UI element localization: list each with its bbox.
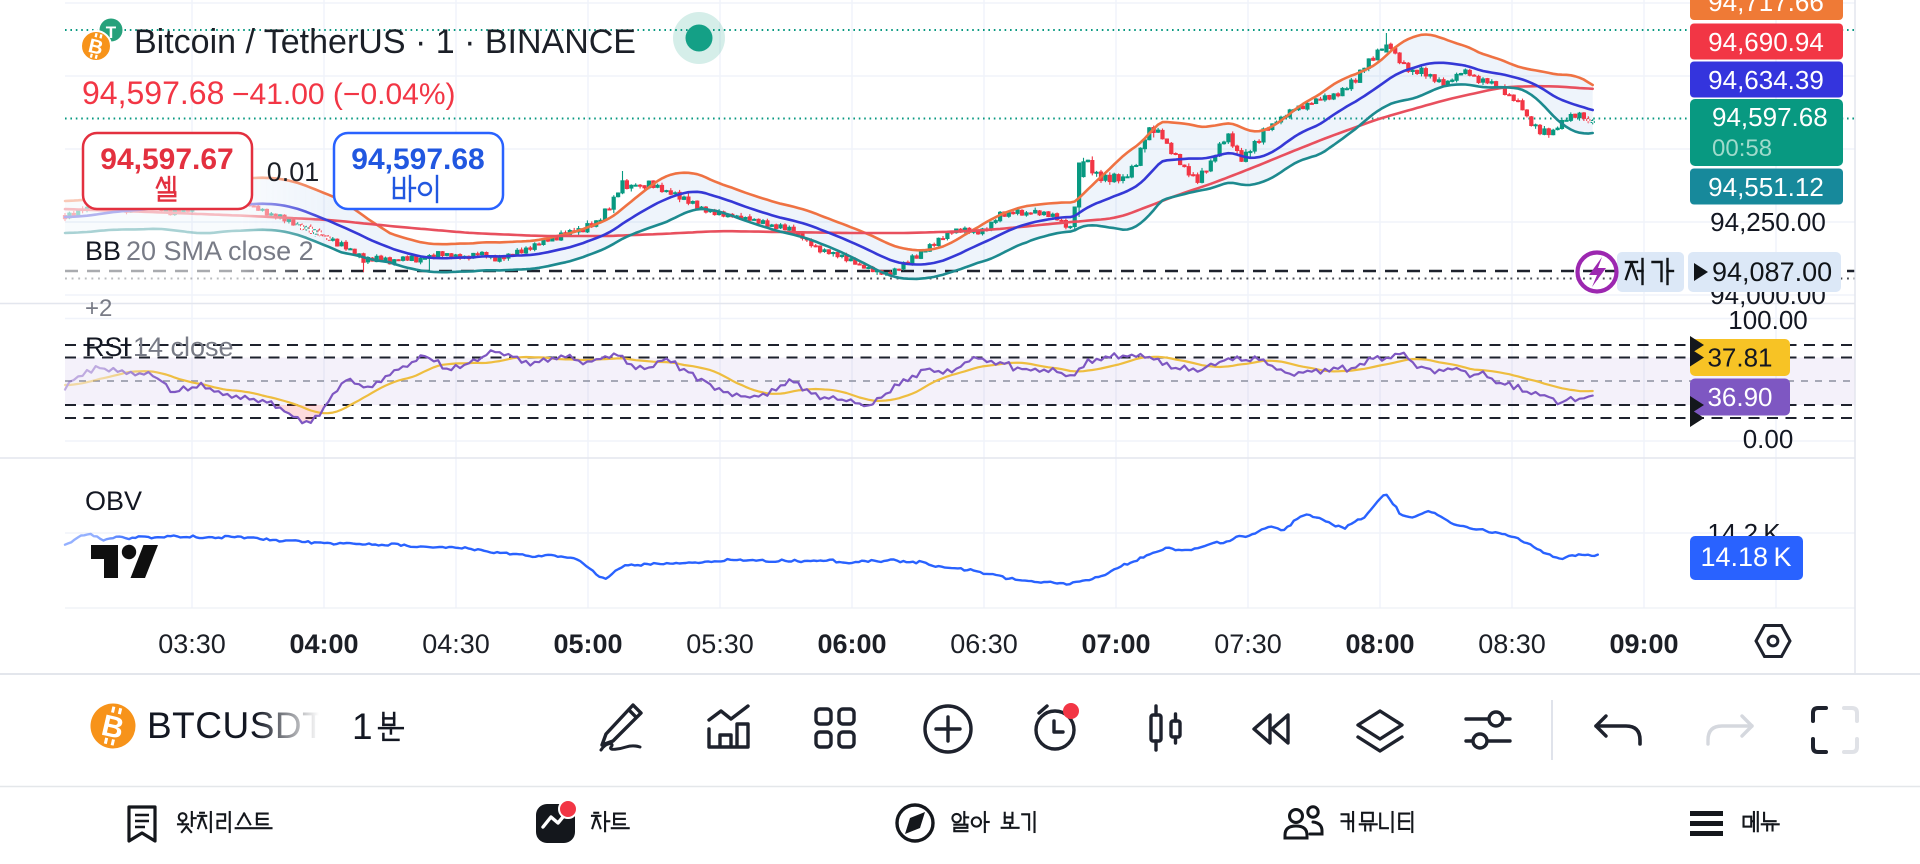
svg-text:37.81: 37.81 [1707,343,1772,373]
svg-text:06:30: 06:30 [950,629,1018,659]
svg-text:−41.00 (−0.04%): −41.00 (−0.04%) [232,78,456,111]
svg-text:04:30: 04:30 [422,629,490,659]
svg-text:05:00: 05:00 [553,629,622,659]
svg-text:94,597.68: 94,597.68 [82,75,224,111]
svg-text:94,634.39: 94,634.39 [1708,65,1824,95]
svg-text:94,597.67: 94,597.67 [100,143,233,176]
svg-text:RSI: RSI [85,332,130,362]
svg-text:07:30: 07:30 [1214,629,1282,659]
svg-text:T: T [106,23,117,42]
svg-text:05:30: 05:30 [686,629,754,659]
svg-text:100.00: 100.00 [1728,305,1808,335]
svg-text:14.18 K: 14.18 K [1701,542,1792,572]
svg-text:+2: +2 [85,295,112,322]
svg-text:06:00: 06:00 [817,629,886,659]
svg-text:94,597.68: 94,597.68 [1712,102,1828,132]
svg-text:04:00: 04:00 [289,629,358,659]
svg-text:1: 1 [352,706,373,747]
svg-text:36.90: 36.90 [1707,382,1772,412]
svg-text:Bitcoin / TetherUS · 1 · BINAN: Bitcoin / TetherUS · 1 · BINANCE [134,23,636,61]
svg-text:03:30: 03:30 [158,629,226,659]
svg-text:94,690.94: 94,690.94 [1708,27,1824,57]
svg-text:94,250.00: 94,250.00 [1710,207,1826,237]
svg-text:00:58: 00:58 [1712,135,1772,162]
svg-text:94,087.00: 94,087.00 [1712,257,1832,287]
svg-text:BB: BB [85,236,121,266]
svg-text:OBV: OBV [85,486,142,516]
svg-text:07:00: 07:00 [1081,629,1150,659]
svg-text:14 close: 14 close [133,332,234,362]
svg-text:94,551.12: 94,551.12 [1708,172,1824,202]
svg-text:08:30: 08:30 [1478,629,1546,659]
svg-text:20 SMA close 2: 20 SMA close 2 [126,236,314,266]
svg-text:09:00: 09:00 [1609,629,1678,659]
svg-text:94,597.68: 94,597.68 [351,143,484,176]
svg-text:94,717.66: 94,717.66 [1708,0,1824,17]
svg-text:08:00: 08:00 [1345,629,1414,659]
svg-text:0.00: 0.00 [1743,424,1794,454]
svg-text:0.01: 0.01 [267,157,320,187]
